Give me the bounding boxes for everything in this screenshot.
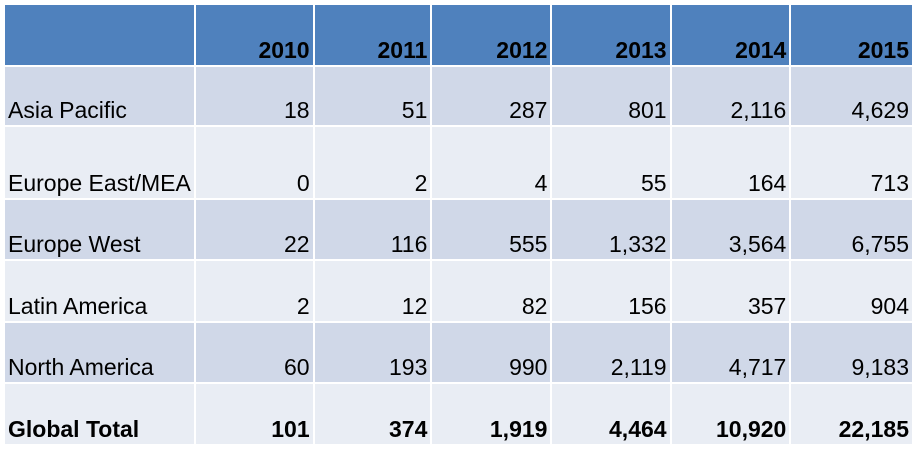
- row-label: Europe East/MEA: [5, 127, 194, 198]
- table-cell: 1,919: [432, 384, 551, 444]
- table-cell: 51: [314, 67, 431, 125]
- table-cell: 357: [671, 261, 790, 321]
- table-row-asia-pacific: Asia Pacific 18 51 287 801 2,116 4,629: [5, 67, 912, 125]
- header-year-2015: 2015: [791, 5, 912, 65]
- row-label: Global Total: [5, 384, 194, 444]
- header-year-2012: 2012: [432, 5, 551, 65]
- header-year-2013: 2013: [552, 5, 670, 65]
- table-cell: 55: [552, 127, 670, 198]
- table-row-latin-america: Latin America 2 12 82 156 357 904: [5, 261, 912, 321]
- row-label: Latin America: [5, 261, 194, 321]
- table-cell: 374: [314, 384, 431, 444]
- table-row-europe-west: Europe West 22 116 555 1,332 3,564 6,755: [5, 200, 912, 259]
- table-cell: 4,717: [671, 323, 790, 382]
- data-table: 2010 2011 2012 2013 2014 2015 Asia Pacif…: [3, 3, 914, 446]
- row-label: Asia Pacific: [5, 67, 194, 125]
- table-cell: 3,564: [671, 200, 790, 259]
- table-row-europe-east-mea: Europe East/MEA 0 2 4 55 164 713: [5, 127, 912, 198]
- table-cell: 0: [195, 127, 313, 198]
- table-cell: 2,116: [671, 67, 790, 125]
- table-cell: 801: [552, 67, 670, 125]
- row-label: Europe West: [5, 200, 194, 259]
- table-cell: 2: [314, 127, 431, 198]
- table-cell: 82: [432, 261, 551, 321]
- table-cell: 990: [432, 323, 551, 382]
- table-cell: 4,629: [791, 67, 912, 125]
- table-cell: 4,464: [552, 384, 670, 444]
- table-row-north-america: North America 60 193 990 2,119 4,717 9,1…: [5, 323, 912, 382]
- table-cell: 12: [314, 261, 431, 321]
- table-cell: 116: [314, 200, 431, 259]
- table-cell: 2: [195, 261, 313, 321]
- table-cell: 164: [671, 127, 790, 198]
- table-cell: 156: [552, 261, 670, 321]
- header-year-2014: 2014: [671, 5, 790, 65]
- table-cell: 904: [791, 261, 912, 321]
- table-cell: 1,332: [552, 200, 670, 259]
- header-row: 2010 2011 2012 2013 2014 2015: [5, 5, 912, 65]
- table-cell: 555: [432, 200, 551, 259]
- table-row-global-total: Global Total 101 374 1,919 4,464 10,920 …: [5, 384, 912, 444]
- row-label: North America: [5, 323, 194, 382]
- table-cell: 2,119: [552, 323, 670, 382]
- table-cell: 10,920: [671, 384, 790, 444]
- table-cell: 18: [195, 67, 313, 125]
- header-year-2010: 2010: [195, 5, 313, 65]
- table-cell: 22: [195, 200, 313, 259]
- table-cell: 6,755: [791, 200, 912, 259]
- table-cell: 22,185: [791, 384, 912, 444]
- table-cell: 713: [791, 127, 912, 198]
- table-cell: 4: [432, 127, 551, 198]
- table-cell: 60: [195, 323, 313, 382]
- header-year-2011: 2011: [314, 5, 431, 65]
- table-cell: 287: [432, 67, 551, 125]
- table-cell: 9,183: [791, 323, 912, 382]
- header-corner: [5, 5, 194, 65]
- table-cell: 193: [314, 323, 431, 382]
- table-cell: 101: [195, 384, 313, 444]
